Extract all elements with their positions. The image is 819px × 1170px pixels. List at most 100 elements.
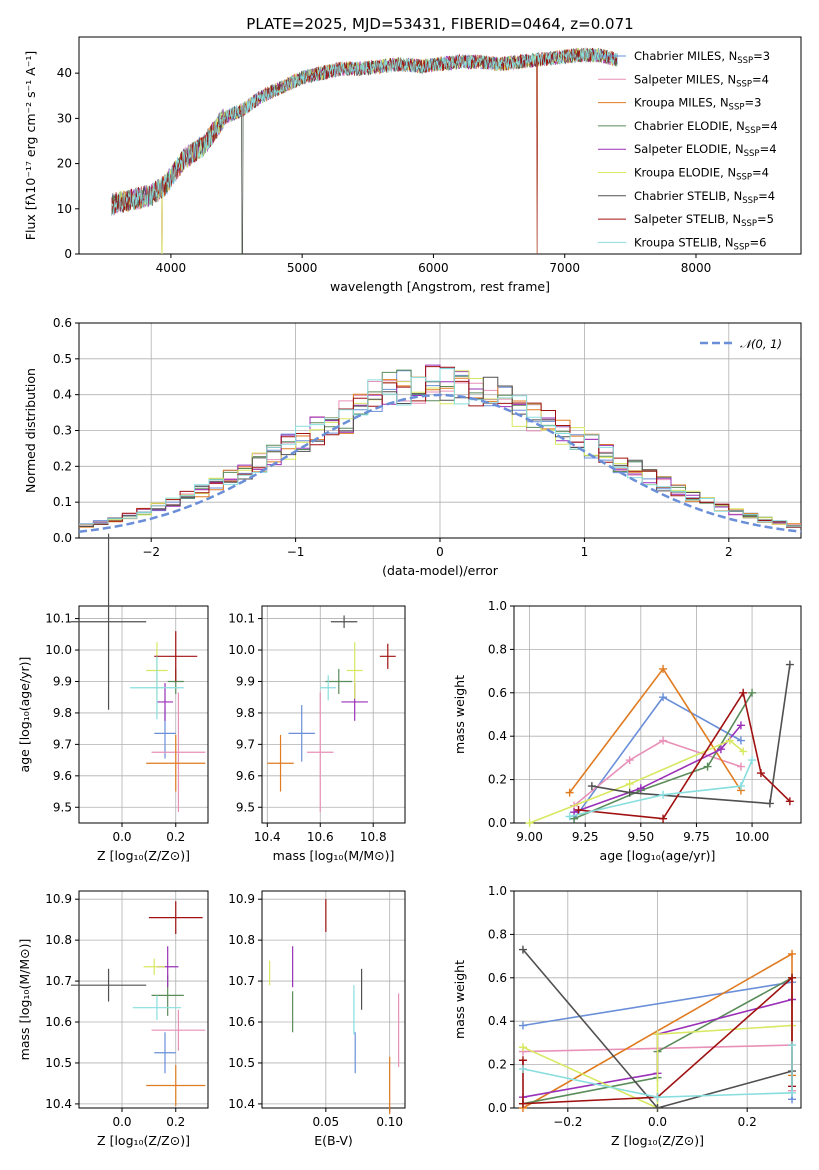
y-tick-label: 0.3 — [53, 424, 72, 438]
weight-marker — [659, 736, 668, 745]
y-tick-label: 10.4 — [228, 1097, 255, 1111]
y-tick-label: 20 — [57, 157, 72, 171]
legend-label: Kroupa ELODIE, NSSP=4 — [634, 166, 769, 183]
weight-marker — [518, 1056, 527, 1065]
axes-frame — [78, 322, 802, 539]
legend-n: =4 — [758, 189, 775, 203]
x-tick-label: 0.0 — [112, 1115, 131, 1129]
weight-line — [522, 1024, 793, 1110]
y-tick-label: 9.8 — [236, 706, 255, 720]
z-weight-panel: −0.2 0.0 0.2 0.0 0.2 0.4 0.6 0.8 1.0 Z [log₁₀(Z/Z… — [452, 884, 802, 1148]
weight-marker — [625, 756, 634, 765]
weight-marker — [785, 660, 794, 669]
weight-marker — [565, 788, 574, 797]
weight-marker — [736, 762, 745, 771]
x-axis-label: wavelength [Angstrom, rest frame] — [330, 279, 550, 294]
y-tick-label: 9.7 — [236, 737, 255, 751]
x-tick-label: 10.6 — [307, 830, 334, 844]
weight-marker — [736, 736, 745, 745]
y-tick-label: 9.5 — [53, 800, 72, 814]
legend-n: =4 — [752, 72, 769, 86]
histogram-series — [79, 368, 801, 527]
x-tick-label: −2 — [142, 545, 160, 559]
y-axis-label: mass weight — [452, 960, 467, 1039]
x-axis-label: Z [log₁₀(Z/Z⊙)] — [97, 848, 190, 863]
legend-n: =4 — [760, 142, 777, 156]
x-tick-label: 6000 — [418, 261, 449, 275]
y-tick-label: 9.5 — [236, 800, 255, 814]
weight-marker — [788, 949, 797, 958]
x-tick-label: 10.00 — [735, 830, 769, 844]
y-tick-label: 10.8 — [45, 933, 72, 947]
axes-frame — [78, 890, 209, 1109]
weight-marker — [625, 788, 634, 797]
x-tick-label: −0.2 — [553, 1115, 582, 1129]
legend-n: =4 — [761, 119, 778, 133]
y-tick-label: 1.0 — [488, 599, 507, 613]
age-weight-panel: 9.00 9.25 9.50 9.75 10.00 0.0 0.2 0.4 0.6 0.8 1.0 a… — [452, 599, 802, 863]
weight-marker — [739, 688, 748, 697]
legend-label: Salpeter STELIB, NSSP=5 — [634, 212, 774, 229]
weight-marker — [636, 784, 645, 793]
y-tick-label: 10.6 — [228, 1015, 255, 1029]
x-tick-label: 10.8 — [360, 830, 387, 844]
weight-marker — [653, 1104, 662, 1112]
y-axis-label: mass weight — [452, 675, 467, 754]
weight-line — [569, 759, 753, 818]
weight-line — [573, 692, 753, 820]
y-tick-label: 0.8 — [488, 642, 507, 656]
y-tick-label: 9.8 — [53, 706, 72, 720]
axes-frame — [513, 605, 802, 824]
legend-sub: SSP — [734, 242, 750, 252]
y-axis-label: Flux [fλ10⁻¹⁷ erg cm⁻² s⁻¹ A⁻¹] — [23, 51, 38, 240]
weight-marker — [716, 745, 725, 754]
weight-marker — [518, 1021, 527, 1030]
x-tick-label: 0.2 — [738, 1115, 757, 1129]
y-tick-label: 10.9 — [228, 892, 255, 906]
weight-marker — [736, 721, 745, 730]
legend-label: Chabrier STELIB, NSSP=4 — [634, 189, 775, 206]
weight-line — [529, 739, 744, 824]
x-tick-label: 7000 — [549, 261, 580, 275]
legend-label: Chabrier MILES, NSSP=3 — [634, 49, 770, 66]
y-tick-label: 10.7 — [45, 974, 72, 988]
legend-label: Salpeter MILES, NSSP=4 — [634, 72, 769, 89]
ebv-mass-panel: 0.05 0.10 10.4 10.5 10.6 10.7 10.8 10.9 E(B-V) — [228, 890, 406, 1148]
spectrum-panel: 4000 5000 6000 7000 8000 0 10 20 30 40 wavelength … — [23, 36, 802, 294]
legend-n: =3 — [753, 49, 770, 63]
y-tick-label: 30 — [57, 111, 72, 125]
y-tick-label: 10.1 — [228, 612, 255, 626]
x-tick-label: 0.2 — [166, 1115, 185, 1129]
weight-marker — [659, 814, 668, 823]
y-tick-label: 10.9 — [45, 892, 72, 906]
weight-marker — [518, 945, 527, 954]
weight-marker — [748, 688, 757, 697]
histogram-series — [79, 366, 801, 528]
x-axis-label: Z [log₁₀(Z/Z⊙)] — [97, 1133, 190, 1148]
x-tick-label: 9.25 — [572, 830, 599, 844]
x-tick-label: 9.50 — [627, 830, 654, 844]
x-tick-label: 9.75 — [683, 830, 710, 844]
y-axis-label: mass [log₁₀(M/M⊙)] — [17, 939, 32, 1061]
weight-marker — [565, 812, 574, 821]
x-axis-label: mass [log₁₀(M/M⊙)] — [273, 848, 395, 863]
x-tick-label: 9.00 — [516, 830, 543, 844]
legend-sub: SSP — [741, 219, 757, 229]
legend-label: Chabrier ELODIE, NSSP=4 — [634, 119, 778, 136]
weight-marker — [653, 1093, 662, 1102]
legend-sub: SSP — [742, 196, 758, 206]
histogram-series — [79, 376, 801, 528]
legend-sub: SSP — [745, 126, 761, 136]
weight-line — [568, 667, 742, 794]
x-axis-label: (data-model)/error — [382, 563, 499, 578]
axes-frame — [261, 605, 406, 824]
weight-marker — [659, 790, 668, 799]
legend-label: Kroupa STELIB, NSSP=6 — [634, 235, 766, 252]
y-tick-label: 0.6 — [53, 316, 72, 330]
spectrum-line — [111, 48, 618, 215]
x-tick-label: 4000 — [156, 261, 187, 275]
axes-frame — [78, 605, 209, 824]
z-mass-panel: 0.0 0.2 10.4 10.5 10.6 10.7 10.8 10.9 Z [log₁₀(Z… — [17, 890, 209, 1148]
y-tick-label: 10.4 — [45, 1097, 72, 1111]
y-tick-label: 10.0 — [228, 643, 255, 657]
